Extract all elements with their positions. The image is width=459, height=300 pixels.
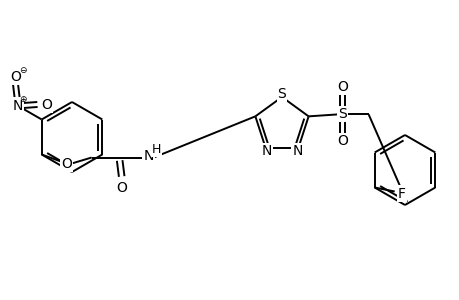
Text: N: N xyxy=(261,144,271,158)
Text: N: N xyxy=(291,144,302,158)
Text: O: O xyxy=(10,70,21,83)
Text: O: O xyxy=(336,134,347,148)
Text: N: N xyxy=(143,148,154,163)
Text: H: H xyxy=(151,143,161,156)
Text: O: O xyxy=(61,157,72,170)
Text: N: N xyxy=(12,98,22,112)
Text: F: F xyxy=(397,187,405,200)
Text: ⊕: ⊕ xyxy=(19,95,26,104)
Text: O: O xyxy=(116,181,127,194)
Text: S: S xyxy=(337,107,346,121)
Text: ⊖: ⊖ xyxy=(19,66,26,75)
Text: O: O xyxy=(336,80,347,94)
Text: S: S xyxy=(277,87,286,101)
Text: O: O xyxy=(41,98,52,112)
